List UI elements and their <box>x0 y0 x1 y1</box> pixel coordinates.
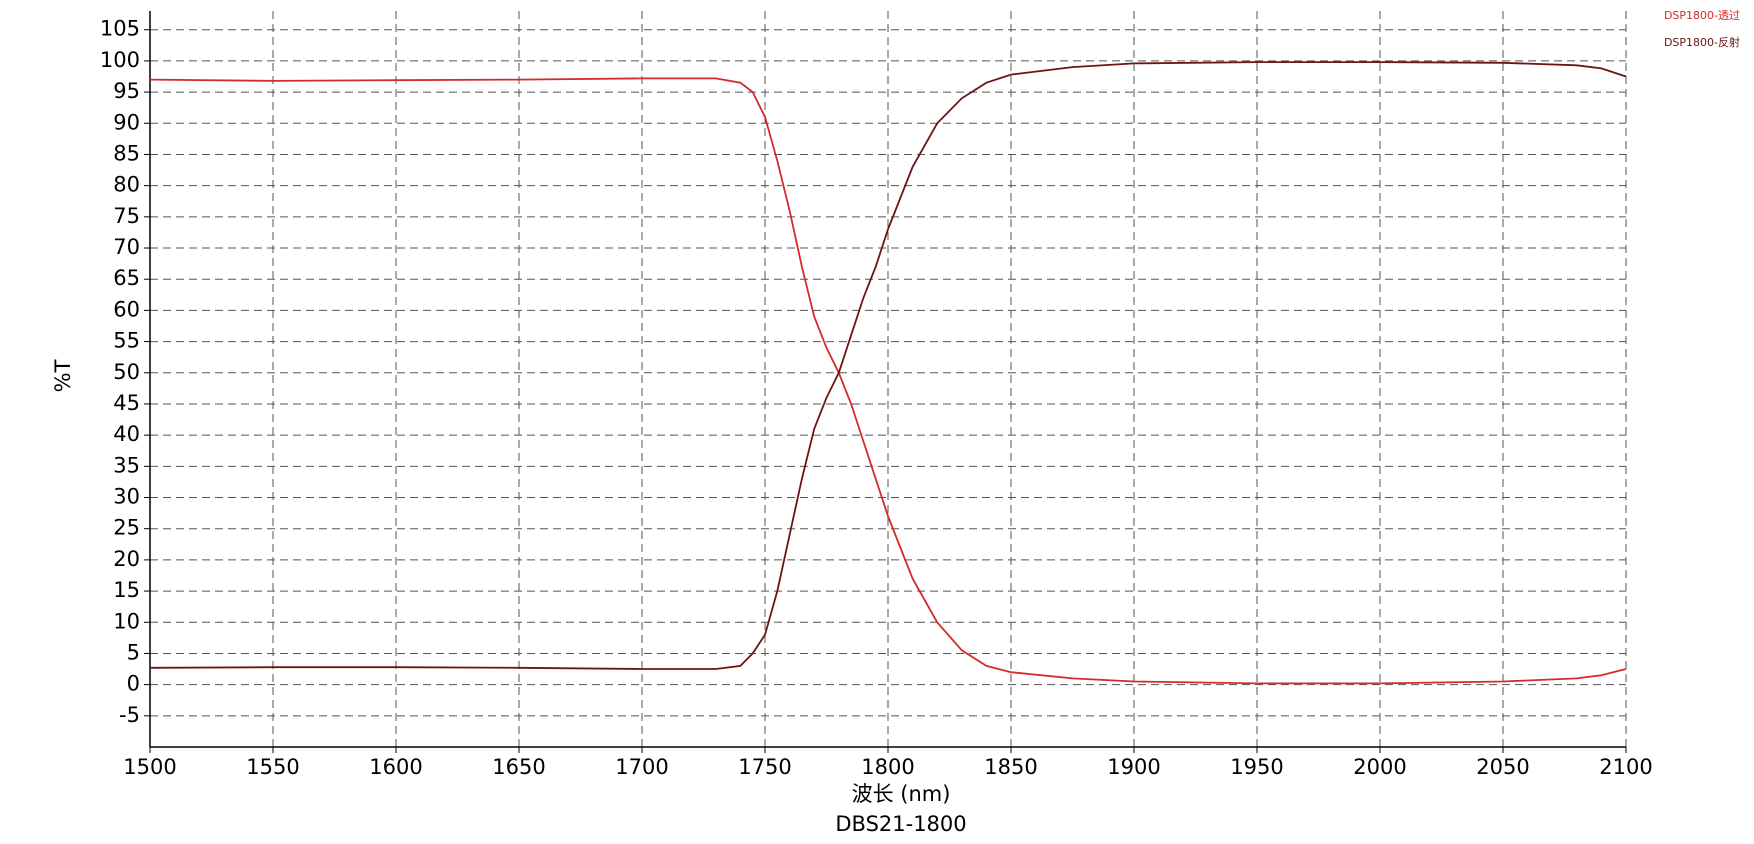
y-tick-label: -5 <box>119 703 140 727</box>
y-tick-label: 20 <box>113 547 140 571</box>
y-axis-label: %T <box>51 359 75 392</box>
chart-title: DBS21-1800 <box>835 812 966 836</box>
x-tick-label: 1550 <box>246 755 299 779</box>
y-tick-label: 10 <box>113 609 140 633</box>
y-tick-label: 65 <box>113 266 140 290</box>
y-tick-label: 30 <box>113 485 140 509</box>
x-axis-label: 波长 (nm) <box>852 782 951 806</box>
x-tick-label: 1950 <box>1230 755 1283 779</box>
x-tick-label: 1900 <box>1107 755 1160 779</box>
x-tick-label: 1800 <box>861 755 914 779</box>
x-tick-label: 2100 <box>1599 755 1652 779</box>
y-tick-label: 60 <box>113 297 140 321</box>
y-tick-label: 55 <box>113 329 140 353</box>
x-tick-label: 2050 <box>1476 755 1529 779</box>
y-tick-label: 15 <box>113 578 140 602</box>
y-tick-label: 40 <box>113 422 140 446</box>
legend-label: DSP1800-反射 <box>1664 35 1740 49</box>
y-tick-label: 85 <box>113 141 140 165</box>
x-tick-label: 1650 <box>492 755 545 779</box>
y-tick-label: 100 <box>100 48 140 72</box>
y-tick-label: 95 <box>113 79 140 103</box>
x-tick-label: 2000 <box>1353 755 1406 779</box>
y-tick-label: 25 <box>113 516 140 540</box>
y-tick-label: 105 <box>100 17 140 41</box>
x-tick-label: 1850 <box>984 755 1037 779</box>
x-tick-label: 1600 <box>369 755 422 779</box>
y-tick-label: 35 <box>113 453 140 477</box>
y-tick-label: 90 <box>113 110 140 134</box>
series-line <box>149 77 1627 685</box>
y-tick-label: 5 <box>127 640 140 664</box>
y-tick-label: 75 <box>113 204 140 228</box>
legend-label: DSP1800-透过 <box>1664 9 1740 22</box>
series-line <box>149 61 1627 670</box>
x-tick-label: 1700 <box>615 755 668 779</box>
y-tick-label: 80 <box>113 173 140 197</box>
y-tick-label: 45 <box>113 391 140 415</box>
x-tick-label: 1750 <box>738 755 791 779</box>
y-tick-label: 70 <box>113 235 140 259</box>
x-tick-label: 1500 <box>123 755 176 779</box>
y-tick-label: 50 <box>113 360 140 384</box>
y-tick-label: 0 <box>127 672 140 696</box>
